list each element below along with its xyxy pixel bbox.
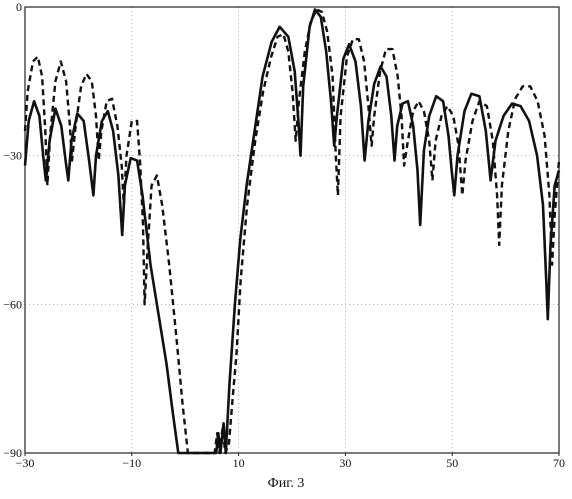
y-tick-label: −90 [3,446,22,460]
x-tick-label: 30 [339,456,351,470]
tick-labels: −30−10103050700−30−60−90 [3,0,565,470]
grid [25,7,559,453]
y-tick-label: 0 [16,0,22,14]
plot-frame [25,7,559,453]
series-layer [25,10,559,454]
y-tick-label: −30 [3,149,22,163]
x-tick-label: 70 [553,456,565,470]
x-tick-label: 50 [446,456,458,470]
figure-caption: Фиг. 3 [0,476,572,492]
x-tick-label: 10 [233,456,245,470]
y-tick-label: −60 [3,297,22,311]
series-line-dashed [25,10,559,454]
x-tick-label: −10 [122,456,141,470]
